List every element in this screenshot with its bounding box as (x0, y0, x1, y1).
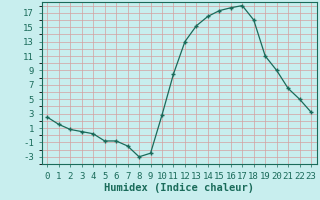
X-axis label: Humidex (Indice chaleur): Humidex (Indice chaleur) (104, 183, 254, 193)
